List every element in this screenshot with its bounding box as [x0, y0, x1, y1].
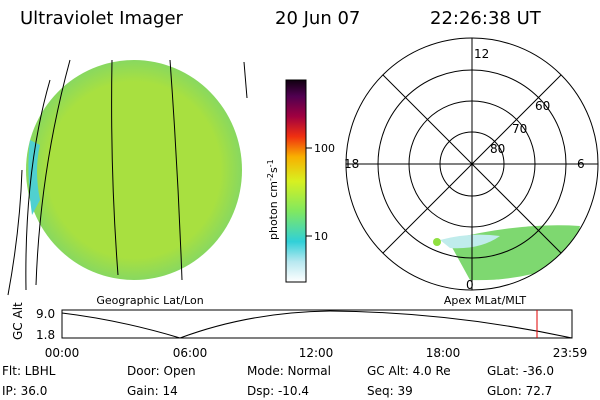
time: 22:26:38 UT — [430, 8, 542, 29]
instrument: Ultraviolet Imager — [20, 8, 184, 29]
timeline-ylabel: 9.0 — [36, 307, 55, 321]
unit-part: -1 — [266, 159, 275, 167]
unit-part: -2 — [266, 173, 275, 181]
mlat-label: 80 — [490, 142, 505, 156]
status-field: Door: Open — [127, 364, 196, 378]
timeline: GC Alt 9.0 1.8 00:00 06:00 12:00 18:00 2… — [11, 302, 587, 360]
colorbar: 100 10 photon cm-2s-1 — [266, 79, 335, 283]
status-field: Flt: LBHL — [2, 364, 56, 378]
status-field: Seq: 39 — [367, 384, 413, 398]
colorbar-tick: 100 — [314, 142, 335, 155]
polar-label: Apex MLat/MLT — [444, 294, 527, 307]
mlat-label: 70 — [512, 122, 527, 136]
polar-plot: 12 18 6 0 60 70 80 Apex MLat/MLT — [344, 37, 599, 307]
timeline-tick: 18:00 — [426, 346, 461, 360]
mlt-label: 0 — [466, 278, 474, 292]
timeline-tick: 12:00 — [299, 346, 334, 360]
unit-part: photon cm — [267, 181, 280, 240]
timeline-tick: 23:59 — [553, 346, 588, 360]
status-field: Mode: Normal — [247, 364, 331, 378]
timeline-tick: 00:00 — [45, 346, 80, 360]
mlat-label: 60 — [535, 99, 550, 113]
status-field: Dsp: -10.4 — [247, 384, 309, 398]
status-field: GC Alt: 4.0 Re — [367, 364, 451, 378]
status-field: GLon: 72.7 — [487, 384, 552, 398]
status-field: GLat: -36.0 — [487, 364, 554, 378]
unit-part: s — [267, 167, 280, 173]
footer: Flt: LBHL Door: Open Mode: Normal GC Alt: 4… — [2, 364, 554, 398]
header: Ultraviolet Imager 20 Jun 07 22:26:38 UT — [20, 8, 542, 29]
colorbar-tick: 10 — [314, 230, 328, 243]
colorbar-unit: photon cm-2s-1 — [266, 159, 280, 240]
date: 20 Jun 07 — [275, 8, 360, 29]
mlt-label: 18 — [344, 157, 359, 171]
mlt-label: 6 — [577, 157, 585, 171]
timeline-label: GC Alt — [11, 302, 25, 340]
geographic-image: Geographic Lat/Lon — [7, 59, 248, 307]
mlt-label: 12 — [474, 47, 489, 61]
status-field: Gain: 14 — [127, 384, 178, 398]
timeline-ylabel: 1.8 — [36, 328, 55, 342]
geographic-label: Geographic Lat/Lon — [96, 294, 203, 307]
timeline-tick: 06:00 — [173, 346, 208, 360]
status-field: IP: 36.0 — [2, 384, 47, 398]
